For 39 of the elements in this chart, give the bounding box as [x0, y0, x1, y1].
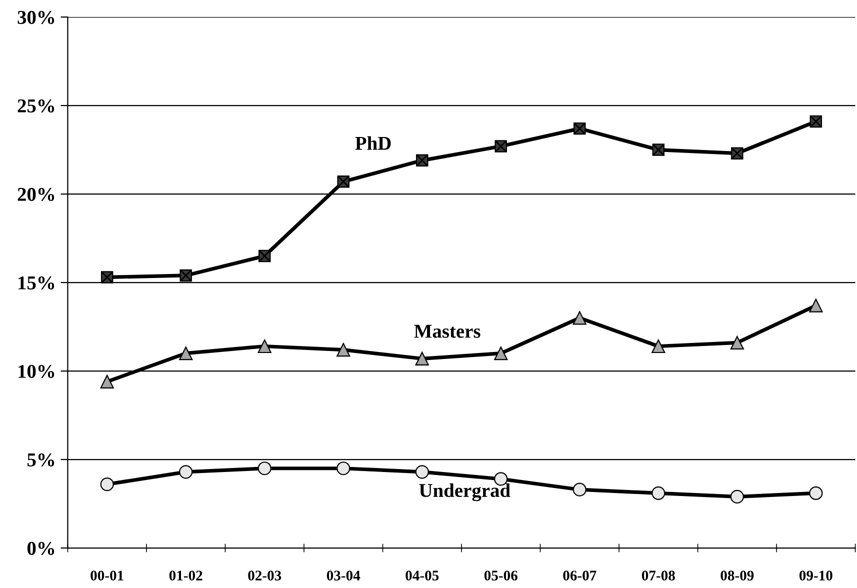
- point: [730, 490, 744, 504]
- y-tick-label: 0%: [27, 542, 54, 556]
- y-tick-label: 5%: [28, 453, 54, 467]
- point: [258, 339, 272, 354]
- x-tick-label: 00-01: [90, 570, 124, 580]
- x-tick-label: 09-10: [799, 570, 832, 580]
- point: [100, 477, 114, 492]
- point: [652, 339, 666, 354]
- series-label: PhD: [355, 136, 391, 150]
- point: [415, 352, 429, 366]
- x-tick-label: 08-09: [720, 570, 754, 580]
- y-tick-label: 20%: [18, 188, 54, 202]
- x-tick-label: 04-05: [406, 570, 439, 580]
- point: [652, 486, 666, 500]
- y-tick-label: 25%: [18, 99, 54, 113]
- y-tick-label: 15%: [18, 276, 54, 290]
- point: [258, 462, 272, 476]
- x-tick-label: 06-07: [563, 570, 596, 580]
- series-label: Undergrad: [419, 483, 510, 502]
- x-tick-label: 01-02: [169, 570, 202, 580]
- x-tick-label: 05-06: [484, 570, 518, 580]
- point: [494, 346, 508, 360]
- point: [179, 465, 193, 479]
- x-tick-label: 07-08: [642, 570, 675, 580]
- point: [100, 374, 114, 388]
- point: [415, 465, 429, 479]
- point: [572, 482, 586, 496]
- series-label: Masters: [414, 324, 480, 338]
- point: [809, 486, 823, 500]
- point: [572, 311, 586, 325]
- x-tick-label: 03-04: [326, 570, 360, 580]
- point: [730, 336, 744, 350]
- point: [809, 298, 823, 312]
- point: [179, 346, 193, 360]
- y-tick-label: 30%: [18, 10, 54, 24]
- y-tick-label: 10%: [18, 364, 54, 378]
- x-tick-label: 02-03: [248, 570, 282, 580]
- point: [336, 342, 350, 357]
- point: [336, 462, 350, 476]
